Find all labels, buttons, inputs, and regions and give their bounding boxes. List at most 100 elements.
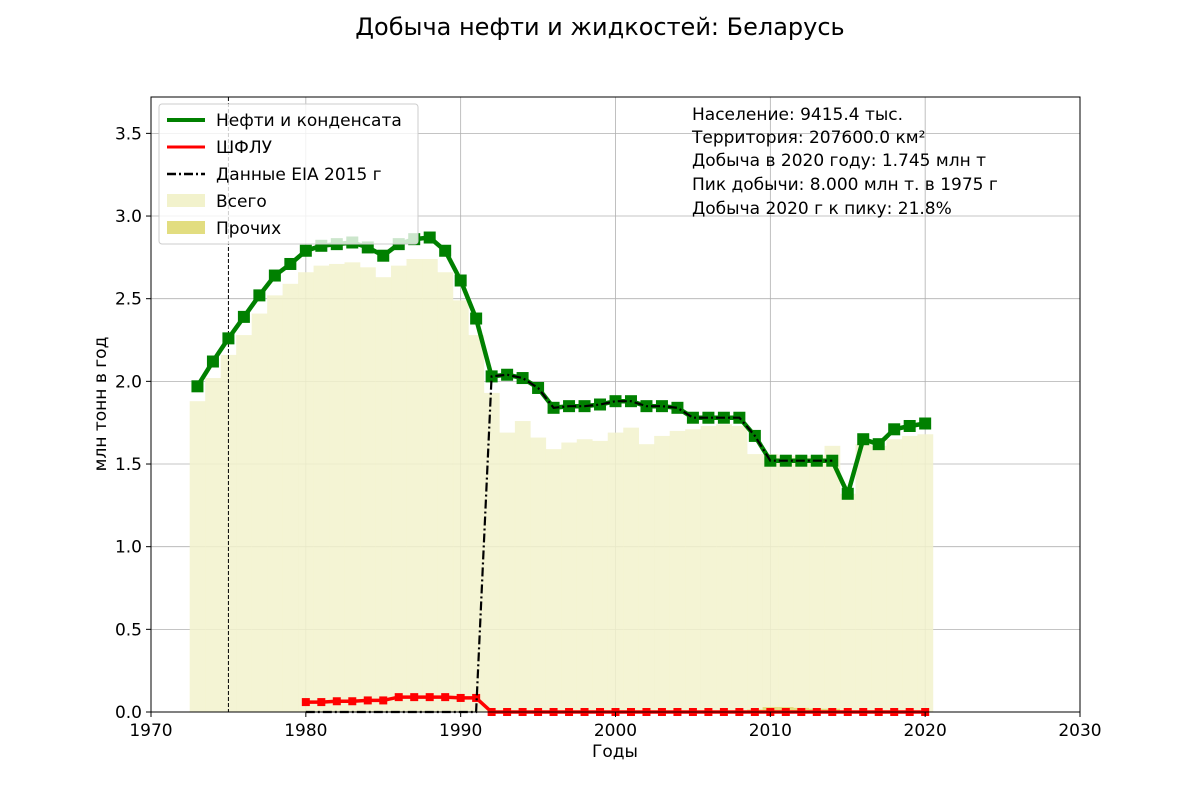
x-tick-label: 2000 [594, 721, 637, 741]
legend-label-ngl: ШФЛУ [216, 138, 273, 158]
ngl-point [332, 697, 341, 706]
total-bar [483, 392, 500, 712]
total-bar [685, 429, 701, 712]
total-bar [901, 435, 918, 712]
ngl-point [348, 697, 357, 706]
legend-label-eia: Данные EIA 2015 г [216, 165, 382, 185]
total-bar [282, 283, 299, 712]
oil-point [377, 249, 390, 262]
total-bar [329, 263, 345, 712]
oil-point [686, 411, 699, 424]
total-bar [592, 440, 609, 712]
oil-point [206, 355, 219, 368]
oil-point [284, 257, 297, 270]
oil-point [872, 438, 885, 451]
total-bar [576, 439, 593, 712]
oil-point [857, 433, 870, 446]
y-tick-label: 3.0 [115, 207, 142, 227]
total-bar [669, 430, 686, 712]
total-bar [917, 434, 934, 712]
legend-label-oil: Нефти и конденсата [216, 111, 402, 131]
chart-title: Добыча нефти и жидкостей: Беларусь [355, 13, 844, 41]
ngl-point [379, 696, 388, 705]
legend-label-total: Всего [216, 192, 267, 212]
x-tick-label: 2020 [904, 721, 947, 741]
total-bar [375, 277, 392, 712]
info-peak: Пик добычи: 8.000 млн т. в 1975 г [692, 175, 998, 195]
total-bar [700, 425, 717, 712]
ngl-point [472, 693, 481, 702]
total-bar [390, 265, 407, 712]
total-bar [205, 378, 221, 712]
ngl-point [425, 693, 434, 702]
x-axis-label: Годы [592, 742, 638, 762]
oil-point [594, 398, 607, 411]
y-axis-label: млн тонн в год [91, 337, 111, 472]
oil-point [268, 269, 281, 282]
legend-box [158, 103, 419, 245]
total-bar [267, 295, 283, 712]
oil-point [237, 310, 250, 323]
total-bar [499, 432, 516, 712]
ngl-point [363, 696, 372, 705]
legend-swatch-total [167, 194, 205, 207]
total-bar [298, 272, 314, 712]
info-production-2020: Добыча в 2020 году: 1.745 млн т [692, 151, 986, 171]
total-bar [870, 445, 887, 712]
total-bar [468, 335, 485, 712]
y-tick-label: 1.5 [115, 455, 142, 475]
total-bar [840, 493, 856, 712]
info-population: Население: 9415.4 тыс. [692, 105, 903, 125]
oil-point [609, 395, 622, 408]
total-bar [452, 300, 469, 712]
oil-point [222, 332, 235, 345]
total-bar [530, 437, 547, 712]
x-tick-label: 2010 [749, 721, 792, 741]
total-bar [344, 262, 361, 712]
y-tick-label: 0.0 [115, 703, 142, 723]
total-bar [437, 272, 454, 712]
total-bar [406, 259, 423, 712]
total-bar [716, 424, 732, 712]
oil-point [423, 231, 436, 244]
total-bar [638, 444, 655, 712]
oil-point [841, 487, 854, 500]
total-bar [855, 444, 872, 712]
total-bar [778, 455, 794, 712]
y-tick-label: 2.0 [115, 372, 142, 392]
legend-label-other: Прочих [216, 219, 281, 239]
total-bar [360, 267, 376, 712]
oil-point [919, 417, 932, 430]
x-tick-label: 2030 [1058, 721, 1101, 741]
x-tick-label: 1970 [129, 721, 172, 741]
total-bar [824, 445, 841, 712]
ngl-point [441, 693, 450, 702]
total-bar [654, 435, 670, 712]
total-bar [236, 335, 252, 712]
y-tick-label: 0.5 [115, 620, 142, 640]
total-bar [747, 454, 763, 712]
total-bar [313, 265, 330, 712]
total-bar [607, 432, 624, 712]
total-bar [561, 442, 578, 712]
oil-point [253, 289, 266, 302]
info-territory: Территория: 207600.0 км² [691, 128, 925, 148]
total-bar [809, 455, 825, 712]
legend: Нефти и конденсата ШФЛУ Данные EIA 2015 … [158, 103, 419, 245]
total-bar [514, 421, 531, 712]
oil-point [439, 244, 452, 257]
info-ratio: Добыча 2020 г к пику: 21.8% [692, 199, 952, 219]
x-tick-label: 1990 [439, 721, 482, 741]
info-box: Население: 9415.4 тыс. Территория: 20760… [691, 105, 998, 219]
total-bar [731, 425, 748, 712]
y-tick-label: 2.5 [115, 290, 142, 310]
x-tick-label: 1980 [284, 721, 327, 741]
oil-point [501, 368, 514, 381]
total-bar [545, 449, 562, 712]
total-bar [220, 354, 237, 712]
total-bar [793, 455, 810, 712]
oil-point [655, 400, 668, 413]
total-bar [886, 439, 903, 712]
legend-swatch-other [167, 221, 205, 234]
